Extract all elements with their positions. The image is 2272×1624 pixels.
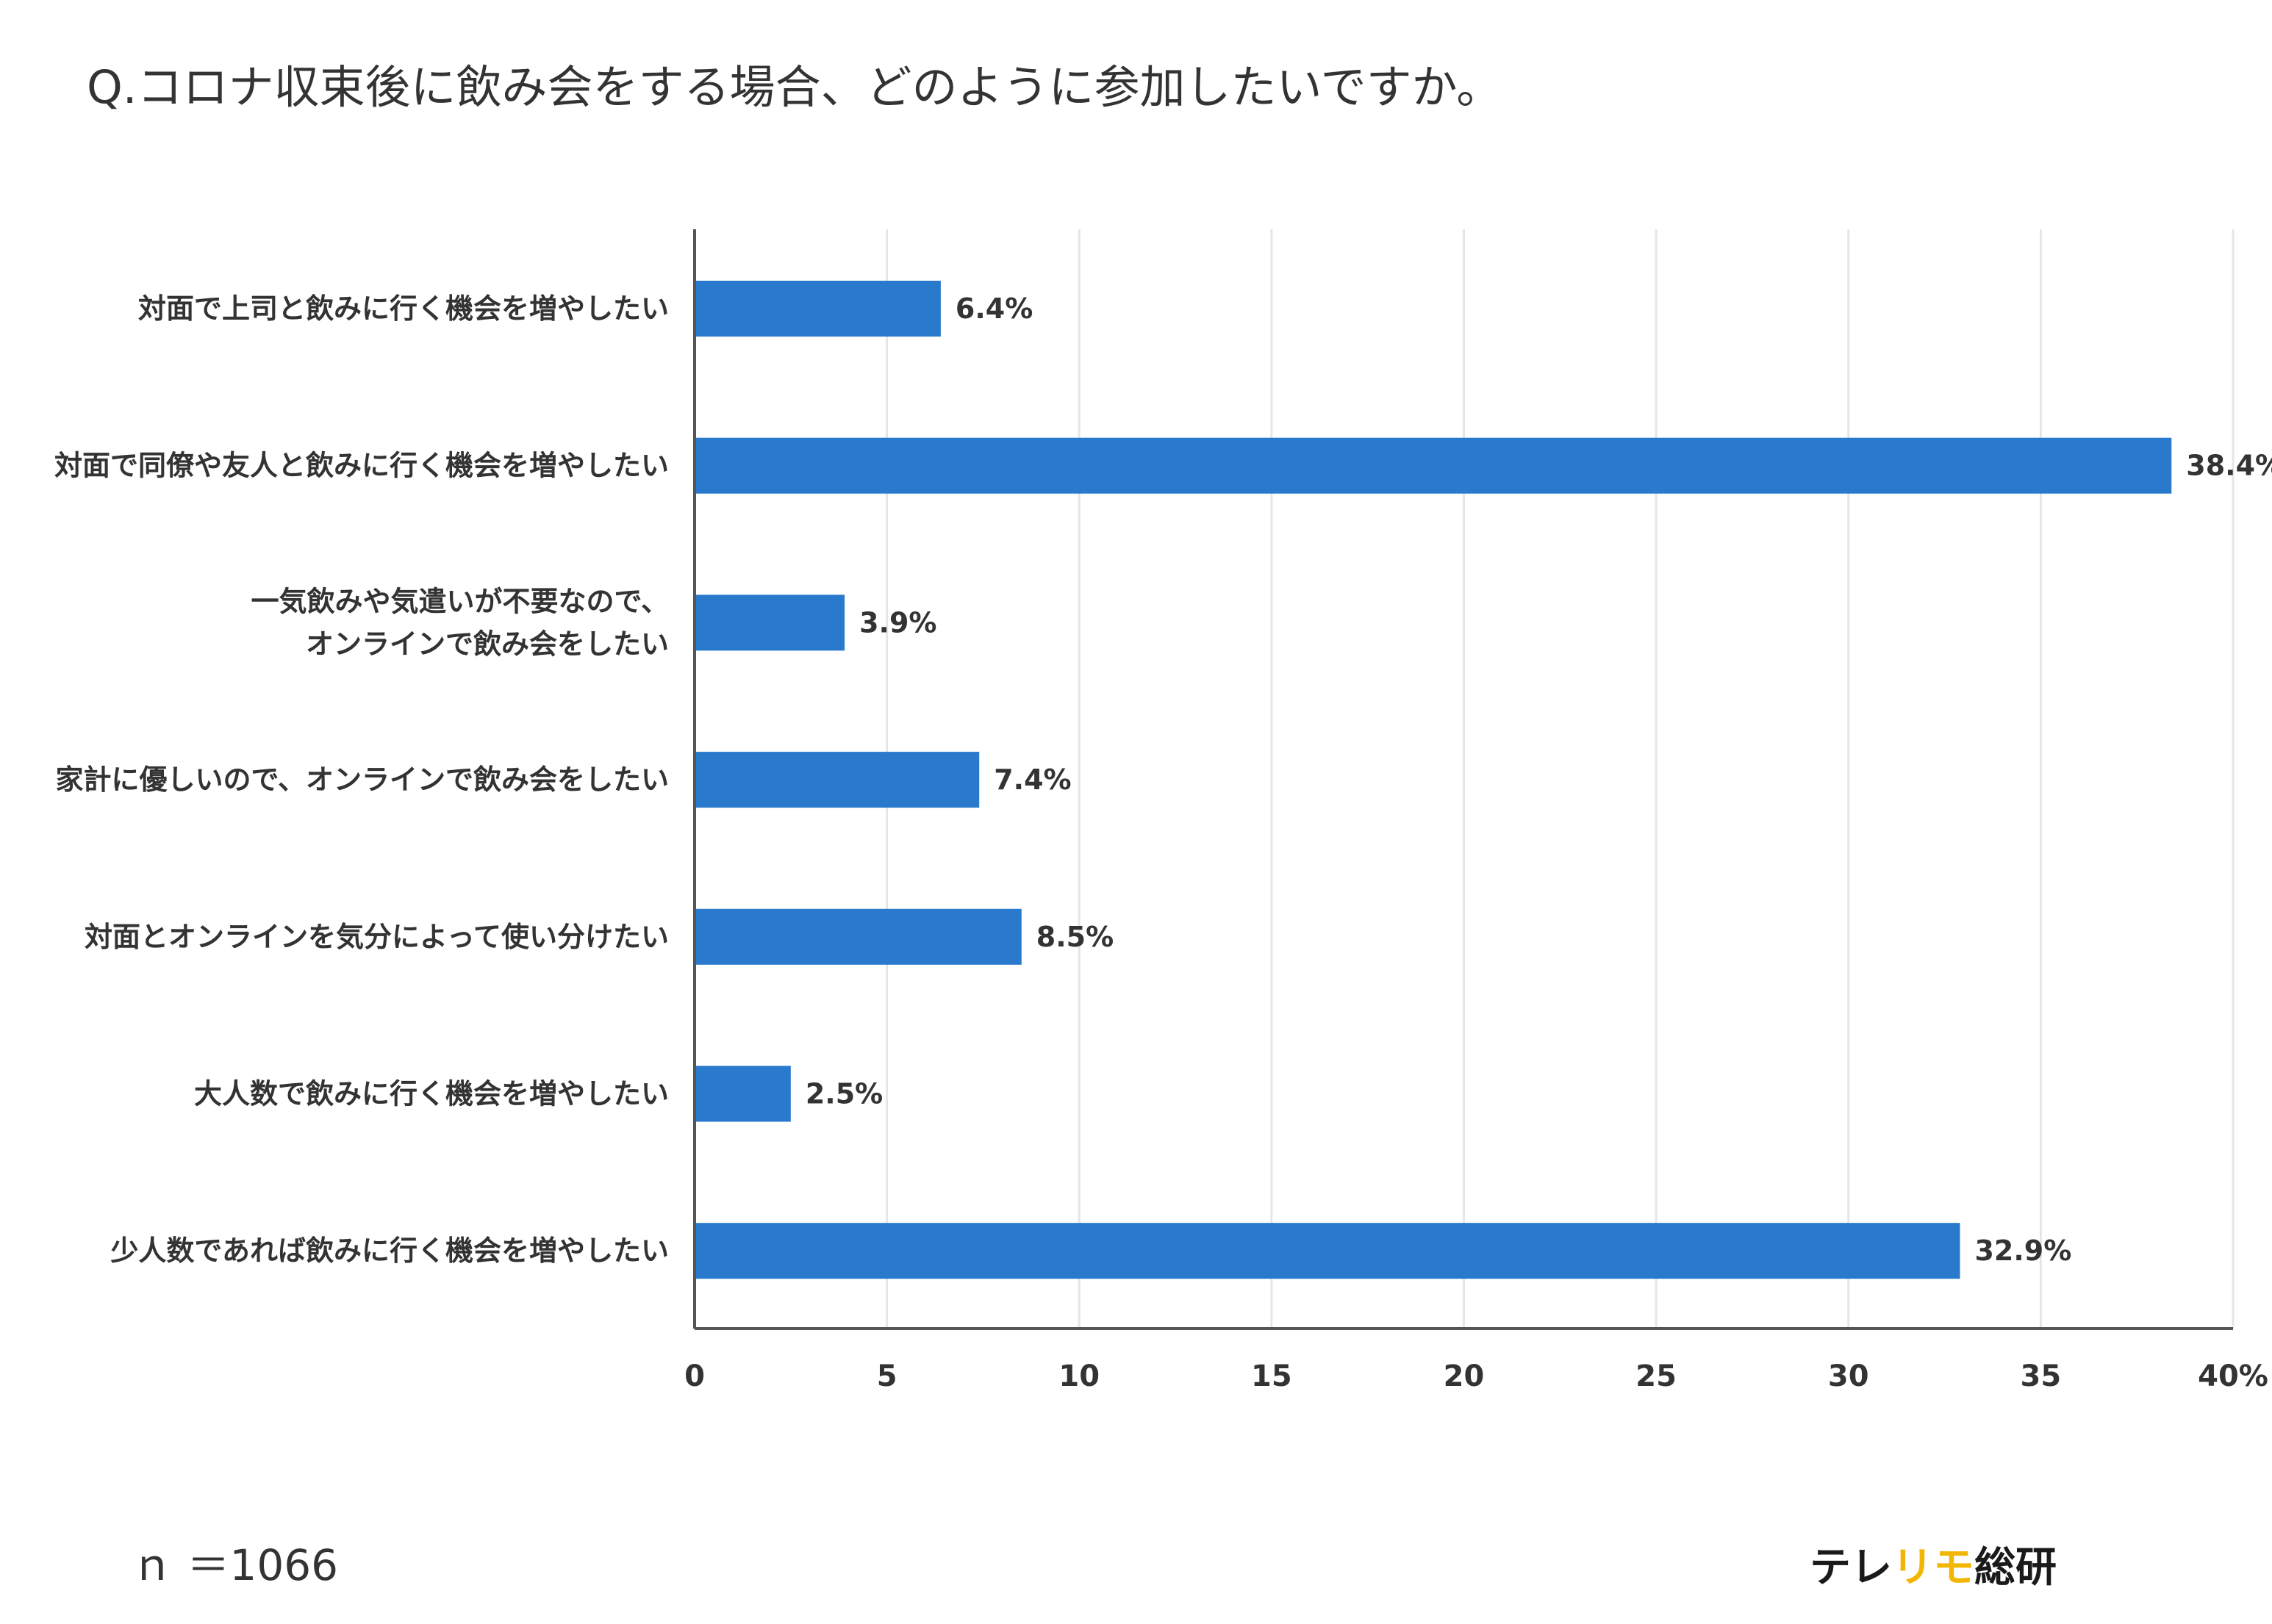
category-label-5: 対面とオンラインを気分によって使い分けたい <box>85 921 669 953</box>
category-label-1: 対面で上司と飲みに行く機会を増やしたい <box>138 292 669 325</box>
value-label-5: 8.5% <box>1036 921 1114 953</box>
bar-layer: 6.4% 38.4% 3.9% 7.4% 8.5% 2.5% 32.9% <box>696 281 2272 1279</box>
axis-layer: 0 5 10 15 20 25 30 35 40% <box>684 229 2268 1393</box>
category-label-7: 少人数であれば飲みに行く機会を増やしたい <box>110 1235 669 1267</box>
category-label-layer: 対面で上司と飲みに行く機会を増やしたい対面で同僚や友人と飲みに行く機会を増やした… <box>54 292 669 1267</box>
brand-logo: テレリモ総研 <box>1810 1544 2057 1592</box>
x-tick-label-35: 35 <box>2021 1359 2062 1393</box>
sample-size-label: ｎ ＝1066 <box>131 1540 338 1590</box>
category-label-2: 対面で同僚や友人と飲みに行く機会を増やしたい <box>54 450 669 482</box>
x-tick-label-10: 10 <box>1058 1359 1100 1393</box>
category-label-3-line-1: 一気飲みや気遣いが不要なので、 <box>251 585 669 617</box>
value-label-1: 6.4% <box>956 292 1033 325</box>
bar-2 <box>696 437 2172 494</box>
value-label-4: 7.4% <box>994 764 1071 796</box>
chart-title: Q.コロナ収束後に飲み会をする場合、どのように参加したいですか。 <box>87 60 1502 114</box>
bar-5 <box>696 908 1022 965</box>
grid-layer <box>886 229 2235 1329</box>
brand-part-2: リモ <box>1892 1544 1974 1592</box>
x-tick-label-25: 25 <box>1635 1359 1677 1393</box>
bar-6 <box>696 1066 791 1122</box>
x-tick-label-30: 30 <box>1828 1359 1869 1393</box>
x-tick-label-5: 5 <box>877 1359 897 1393</box>
bar-7 <box>696 1223 1960 1279</box>
value-label-7: 32.9% <box>1974 1235 2071 1267</box>
x-tick-label-40: 40% <box>2198 1359 2268 1393</box>
bar-1 <box>696 281 941 337</box>
brand-part-1: テレ <box>1810 1544 1892 1592</box>
bar-4 <box>696 752 980 808</box>
value-label-3: 3.9% <box>859 606 936 639</box>
value-label-6: 2.5% <box>806 1078 883 1110</box>
x-tick-label-15: 15 <box>1251 1359 1292 1393</box>
x-tick-label-0: 0 <box>684 1359 705 1393</box>
x-tick-label-20: 20 <box>1444 1359 1485 1393</box>
bar-3 <box>696 594 845 651</box>
category-label-3-line-2: オンラインで飲み会をしたい <box>306 628 669 660</box>
value-label-2: 38.4% <box>2186 450 2272 482</box>
brand-part-3: 総研 <box>1974 1544 2057 1592</box>
category-label-4: 家計に優しいので、オンラインで飲み会をしたい <box>56 764 669 796</box>
category-label-6: 大人数で飲みに行く機会を増やしたい <box>194 1078 669 1110</box>
